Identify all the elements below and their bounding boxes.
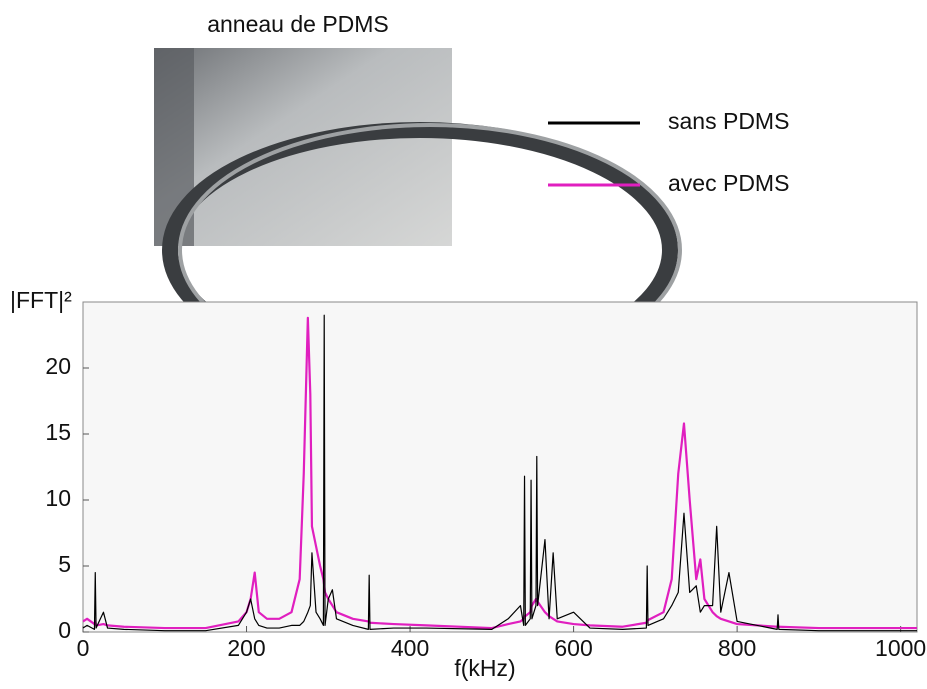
y-tick-label: 5	[58, 551, 71, 577]
legend-label: sans PDMS	[668, 108, 789, 134]
x-tick-label: 0	[77, 635, 90, 661]
series-line	[82, 314, 917, 632]
y-axis-label: |FFT|²	[10, 287, 72, 313]
y-tick-label: 15	[45, 419, 71, 445]
series-line	[82, 316, 917, 630]
photo	[154, 48, 682, 378]
x-axis-label: f(kHz)	[454, 655, 515, 681]
y-tick-label: 20	[45, 353, 71, 379]
legend-label: avec PDMS	[668, 170, 789, 196]
x-tick-label: 400	[391, 635, 429, 661]
image-caption: anneau de PDMS	[207, 11, 389, 37]
x-tick-label: 1000	[875, 635, 926, 661]
y-tick-label: 10	[45, 485, 71, 511]
x-tick-label: 200	[227, 635, 265, 661]
y-tick-label: 0	[58, 617, 71, 643]
plot-area	[82, 301, 918, 633]
x-tick-label: 600	[554, 635, 592, 661]
x-tick-label: 800	[718, 635, 756, 661]
